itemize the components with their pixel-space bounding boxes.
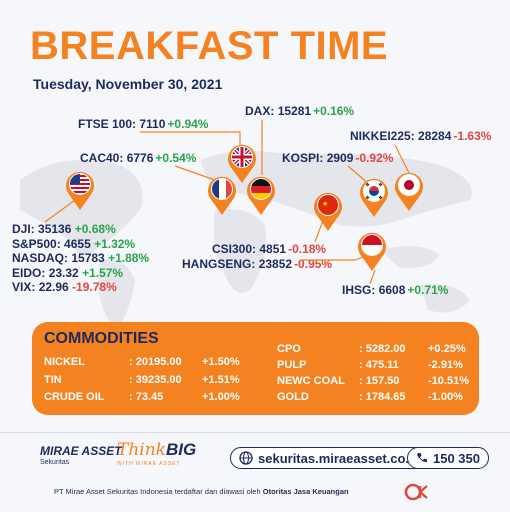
commodity-change: +1.00% bbox=[202, 391, 240, 403]
commodity-change: +0.25% bbox=[428, 343, 466, 355]
mirae-sub: Sekuritas bbox=[40, 459, 70, 466]
commodity-change: +1.51% bbox=[202, 374, 240, 386]
index-dax: DAX: 15281 +0.16% bbox=[245, 104, 355, 119]
website-link[interactable]: sekuritas.miraeasset.co.id bbox=[230, 447, 430, 469]
svg-text:★: ★ bbox=[322, 200, 328, 208]
indonesia-flag-pin-icon bbox=[358, 232, 386, 271]
big-text: BIG bbox=[165, 440, 197, 459]
disclaimer-authority: Otoritas Jasa Keuangan bbox=[262, 487, 349, 496]
phone-text: 150 350 bbox=[433, 450, 480, 466]
index-value: 4851 bbox=[259, 242, 287, 256]
index-change: -0.92% bbox=[355, 151, 394, 165]
index-ftse: FTSE 100: 7110 +0.94% bbox=[78, 117, 209, 132]
japan-flag-pin-icon bbox=[395, 172, 423, 211]
index-change: +0.54% bbox=[155, 151, 197, 165]
index-cac: CAC40: 6776 +0.54% bbox=[80, 151, 197, 166]
report-date: Tuesday, November 30, 2021 bbox=[33, 76, 223, 92]
commodities-title: COMMODITIES bbox=[44, 330, 159, 347]
index-name: CAC40: bbox=[80, 151, 124, 165]
globe-icon bbox=[239, 451, 253, 465]
index-change: -1.63% bbox=[453, 129, 492, 143]
index-value: 28284 bbox=[418, 129, 452, 143]
commodity-name: GOLD bbox=[277, 391, 309, 403]
index-name: NIKKEI225: bbox=[350, 129, 415, 143]
index-name: KOSPI: bbox=[282, 151, 324, 165]
index-csi: CSI300: 4851 -0.18% bbox=[212, 242, 327, 257]
index-name: CSI300: bbox=[212, 242, 257, 256]
index-change: +0.94% bbox=[167, 117, 209, 131]
list-item: DJI: 35136 +0.68% bbox=[12, 222, 116, 236]
index-change: +0.16% bbox=[313, 104, 355, 118]
index-name: IHSG: bbox=[342, 283, 376, 297]
index-name: DAX: bbox=[245, 104, 275, 118]
world-map bbox=[20, 151, 472, 330]
phone-link[interactable]: 150 350 bbox=[407, 447, 489, 469]
website-text: sekuritas.miraeasset.co.id bbox=[258, 450, 421, 466]
ojk-logo bbox=[404, 483, 428, 501]
commodity-name: CPO bbox=[277, 343, 301, 355]
footer-divider bbox=[0, 432, 510, 433]
index-nikkei: NIKKEI225: 28284 -1.63% bbox=[350, 129, 492, 144]
index-name: FTSE 100: bbox=[78, 117, 137, 131]
commodity-name: NICKEL bbox=[44, 356, 85, 368]
china-flag-pin-icon: ★ bbox=[314, 192, 342, 231]
commodity-name: NEWC COAL bbox=[277, 375, 345, 387]
commodity-name: CRUDE OIL bbox=[44, 391, 105, 403]
commodity-price: : 1784.65 bbox=[359, 391, 406, 403]
us-flag-pin-icon bbox=[66, 171, 94, 210]
germany-flag-pin-icon bbox=[247, 176, 275, 215]
commodity-change: -1.00% bbox=[428, 391, 463, 403]
commodity-change: +1.50% bbox=[202, 356, 240, 368]
regulatory-disclaimer: PT Mirae Asset Sekuritas Indonesia terda… bbox=[54, 487, 349, 496]
think-tagline: WITH MIRAE ASSET bbox=[117, 461, 181, 467]
index-name: HANGSENG: bbox=[182, 257, 256, 271]
commodity-price: : 39235.00 bbox=[129, 374, 182, 386]
list-item: S&P500: 4655 +1.32% bbox=[12, 236, 136, 251]
index-ihsg: IHSG: 6608 +0.71% bbox=[342, 283, 449, 298]
index-value: 23852 bbox=[258, 257, 293, 271]
us-indices-list: DJI: 35136 +0.68% S&P500: 4655 +1.32% NA… bbox=[12, 222, 149, 295]
think-text: Think bbox=[117, 440, 166, 460]
commodity-price: : 5282.00 bbox=[359, 343, 406, 355]
commodity-price: : 475.11 bbox=[359, 359, 399, 371]
mirae-asset-logo: MIRAE ASSET Sekuritas bbox=[40, 444, 122, 466]
france-flag-pin-icon bbox=[208, 176, 236, 215]
korea-flag-pin-icon bbox=[360, 178, 388, 217]
list-item: EIDO: 23.32 +1.57% bbox=[12, 265, 124, 280]
commodity-price: : 73.45 bbox=[129, 391, 164, 403]
index-kospi: KOSPI: 2909 -0.92% bbox=[282, 151, 394, 166]
index-change: -0.18% bbox=[288, 242, 327, 256]
commodities-panel: COMMODITIES NICKEL : 20195.00 +1.50% TIN… bbox=[32, 322, 479, 415]
index-value: 6776 bbox=[126, 151, 154, 165]
uk-flag-pin-icon bbox=[228, 144, 256, 183]
commodity-change: -10.51% bbox=[428, 375, 469, 387]
disclaimer-text: PT Mirae Asset Sekuritas Indonesia terda… bbox=[54, 487, 263, 496]
commodity-price: : 157.50 bbox=[359, 375, 400, 387]
page-title: BREAKFAST TIME bbox=[30, 24, 389, 68]
index-value: 15281 bbox=[277, 104, 312, 118]
commodity-price: : 20195.00 bbox=[129, 356, 182, 368]
list-item: NASDAQ: 15783 +1.88% bbox=[12, 251, 150, 265]
phone-icon bbox=[417, 453, 427, 463]
index-value: 6608 bbox=[378, 283, 406, 297]
index-value: 2909 bbox=[326, 151, 354, 165]
mirae-name: MIRAE ASSET bbox=[40, 444, 122, 458]
index-change: +0.71% bbox=[407, 283, 449, 297]
commodity-change: -2.91% bbox=[428, 359, 463, 371]
commodity-name: TIN bbox=[44, 374, 62, 386]
index-value: 7110 bbox=[139, 117, 166, 131]
think-big-logo: ThinkBIG WITH MIRAE ASSET bbox=[117, 440, 196, 467]
commodity-name: PULP bbox=[277, 359, 307, 371]
list-item: VIX: 22.96 -19.78% bbox=[12, 280, 117, 294]
